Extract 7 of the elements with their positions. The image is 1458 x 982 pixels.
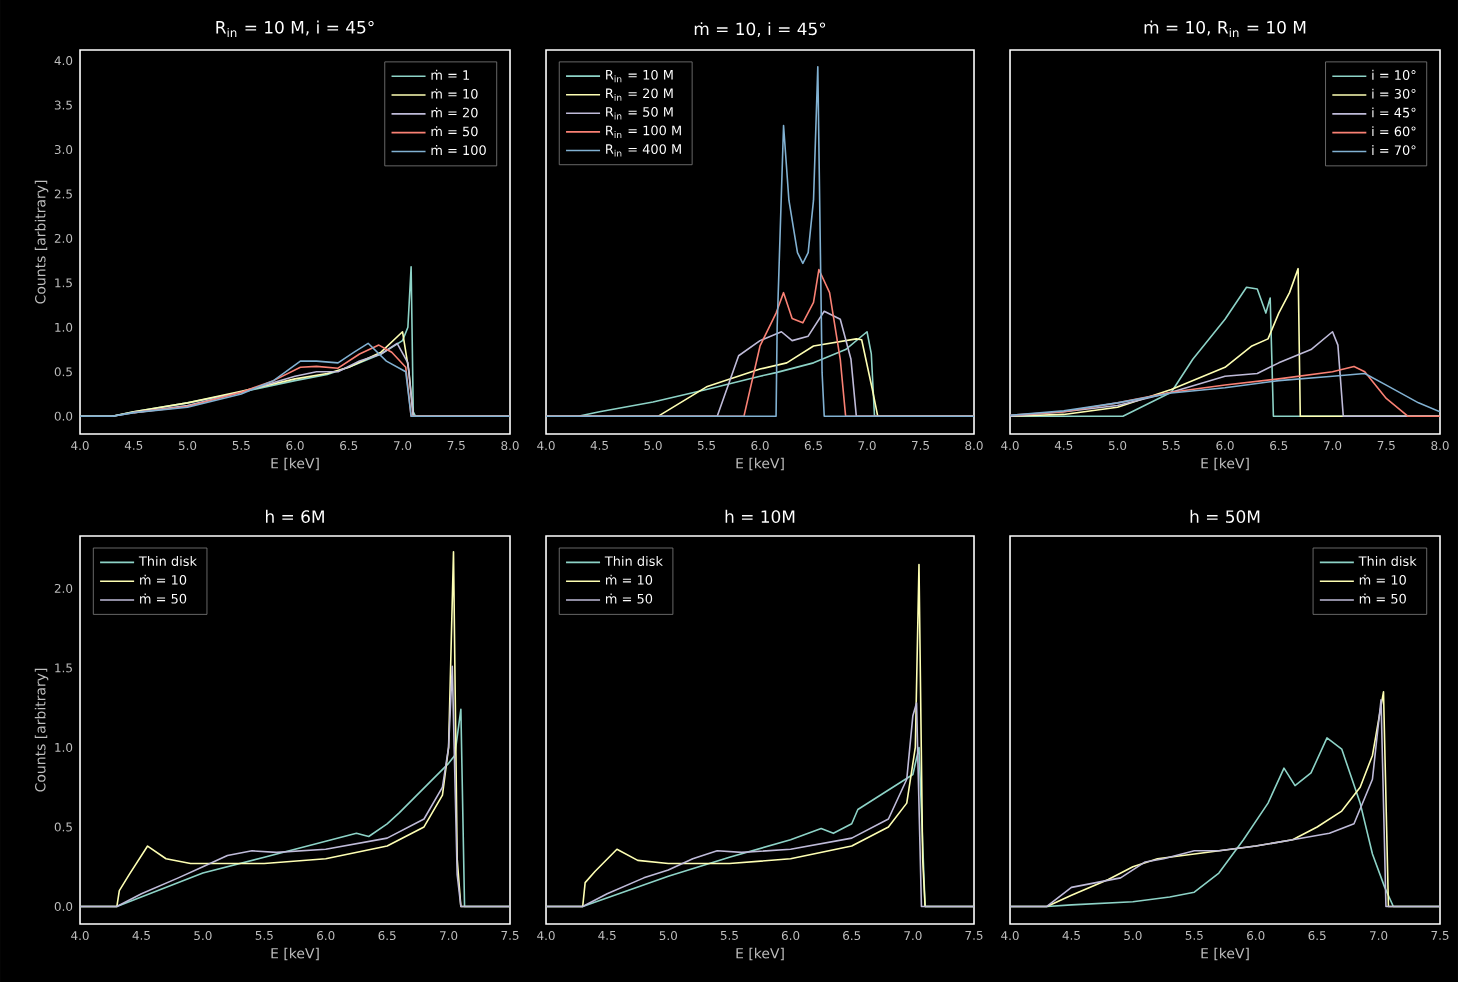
chart-title: ṁ = 10, R$_{in}$ = 10 M bbox=[1144, 20, 1306, 37]
chart-title: ṁ = 10, i = 45° bbox=[694, 22, 826, 37]
chart-title: h = 10M bbox=[725, 509, 795, 523]
chart-title: h = 6M bbox=[266, 509, 324, 523]
chart-title: h = 50M bbox=[1190, 509, 1260, 523]
chart-title: R$_{in}$ = 10 M, i = 45° bbox=[216, 20, 374, 37]
line-series bbox=[80, 665, 511, 908]
